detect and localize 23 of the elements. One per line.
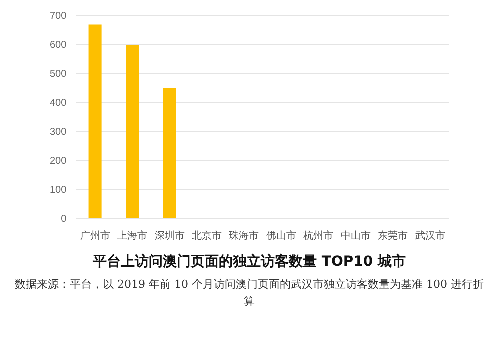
x-tick-label: 中山市 bbox=[340, 230, 371, 242]
x-tick-label: 北京市 bbox=[192, 230, 222, 242]
x-tick-label: 东莞市 bbox=[378, 230, 408, 242]
x-tick-label: 珠海市 bbox=[229, 230, 260, 242]
x-tick-label: 杭州市 bbox=[302, 230, 334, 242]
x-tick-label: 佛山市 bbox=[266, 230, 296, 242]
source-note: 数据来源：平台，以 2019 年前 10 个月访问澳门页面的武汉市独立访客数量为基准 100 进行折算 bbox=[14, 277, 485, 310]
bar bbox=[126, 45, 140, 218]
x-tick-label: 武汉市 bbox=[415, 230, 446, 242]
x-tick-label: 上海市 bbox=[118, 230, 148, 242]
y-tick-label: 100 bbox=[50, 184, 68, 196]
y-tick-label: 0 bbox=[61, 214, 68, 225]
bar bbox=[88, 24, 102, 218]
bar bbox=[163, 88, 176, 218]
y-tick-label: 500 bbox=[50, 68, 68, 80]
y-tick-label: 400 bbox=[50, 98, 68, 109]
text: 平台上访问澳门页面的独立访客数量 TOP10 城市 bbox=[92, 253, 407, 271]
x-tick-label: 深圳市 bbox=[154, 230, 185, 242]
y-tick-label: 200 bbox=[50, 156, 68, 167]
x-tick-label: 广州市 bbox=[80, 230, 110, 242]
y-tick-label: 700 bbox=[50, 10, 68, 22]
y-tick-label: 600 bbox=[50, 40, 68, 51]
y-tick-label: 300 bbox=[50, 126, 68, 138]
